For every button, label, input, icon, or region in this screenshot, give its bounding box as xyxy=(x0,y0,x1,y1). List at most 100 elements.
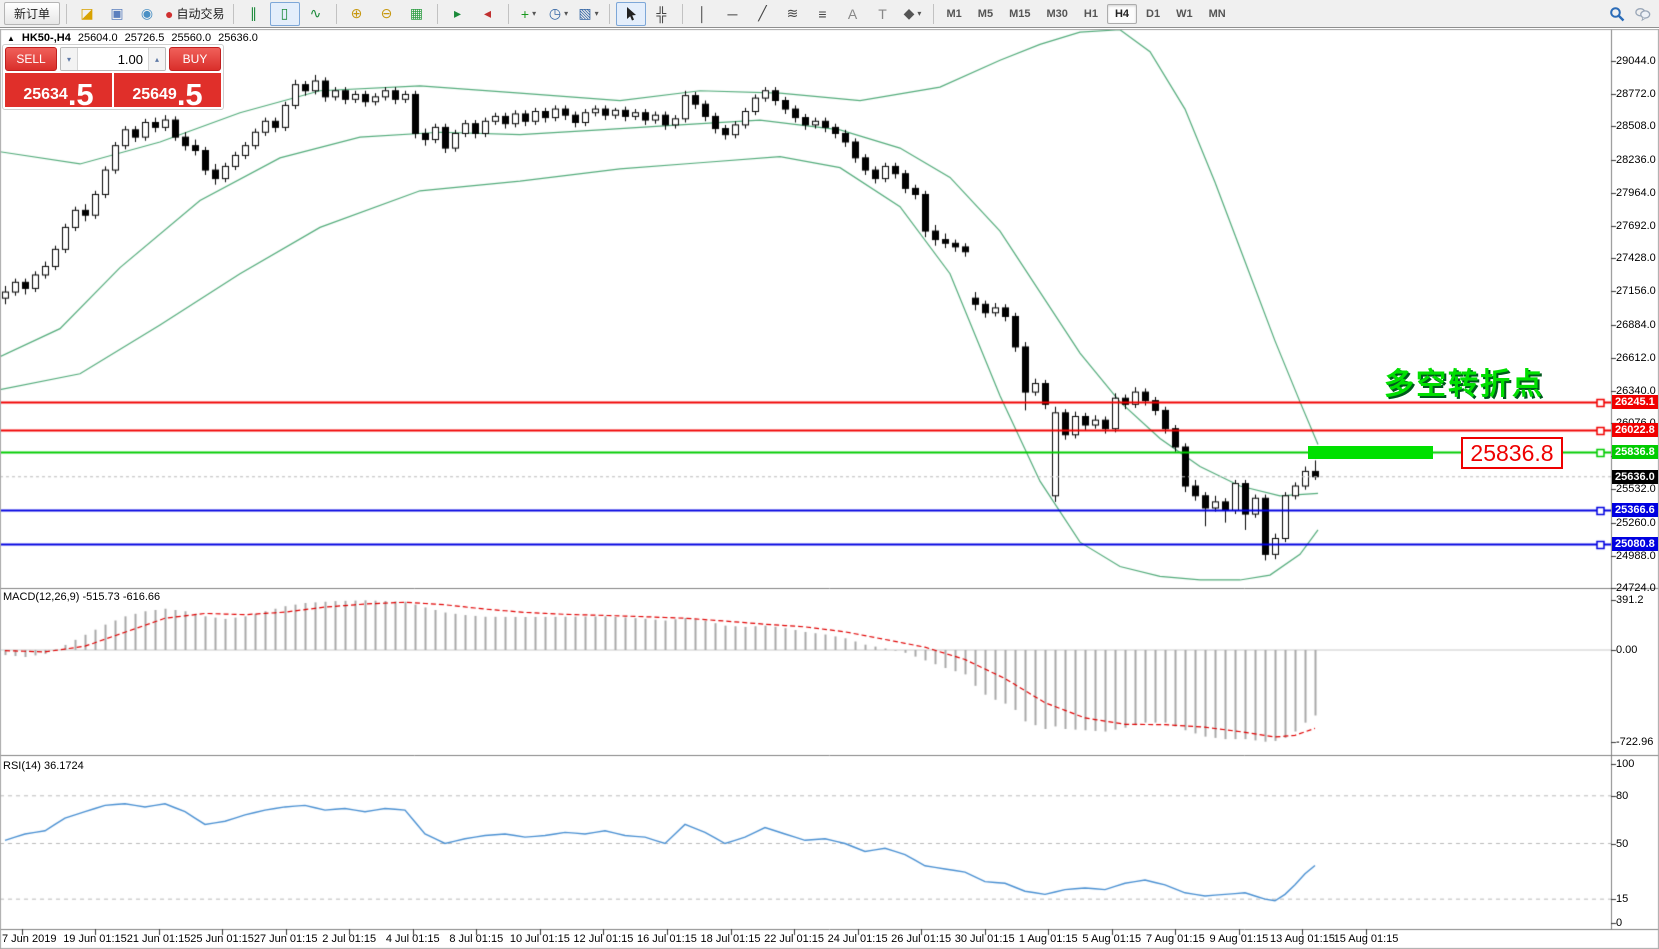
chat-icon[interactable] xyxy=(1631,3,1655,25)
toolbar-separator xyxy=(507,3,509,24)
highlight-rectangle[interactable] xyxy=(1308,446,1433,459)
equidistant-channel-icon[interactable]: ≋ xyxy=(786,5,799,21)
price-axis-label: 25260.0 xyxy=(1616,516,1656,529)
chart-area: ▲ HK50-,H4 25604.0 25726.5 25560.0 25636… xyxy=(0,29,1659,949)
price-chart-canvas[interactable] xyxy=(0,29,1659,949)
periods-icon[interactable]: ◷ ▾ xyxy=(548,5,569,21)
one-click-trading-panel: SELL ▾ ▴ BUY 25634 .5 25649 .5 xyxy=(2,44,224,110)
price-axis-label: 27156.0 xyxy=(1616,285,1656,298)
timeframe-button-h1[interactable]: H1 xyxy=(1083,7,1098,20)
buy-price-fraction: .5 xyxy=(176,76,203,112)
indicators-icon[interactable]: + ▾ xyxy=(520,5,537,22)
timeframe-button-d1[interactable]: D1 xyxy=(1146,7,1161,20)
timeframe-button-m15[interactable]: M15 xyxy=(1009,7,1031,20)
cursor-icon[interactable] xyxy=(615,1,646,26)
time-axis-label: 19 Jun 01:15 xyxy=(63,933,127,945)
time-axis-label: 2 Jul 01:15 xyxy=(322,933,377,945)
price-axis-label: 28508.0 xyxy=(1616,120,1656,133)
chart-shift-icon[interactable]: ◂ xyxy=(483,5,492,21)
text-label-icon[interactable]: T xyxy=(878,5,887,22)
new-order-button[interactable]: 新订单 xyxy=(4,2,61,25)
auto-trading-button[interactable]: ● 自动交易 xyxy=(165,5,225,22)
price-level-tag: 26022.8 xyxy=(1612,422,1658,437)
candlestick-chart-icon[interactable]: ▯ xyxy=(269,1,300,26)
price-axis-label: 27428.0 xyxy=(1616,252,1656,265)
price-axis-label: 24988.0 xyxy=(1616,549,1656,562)
volume-increase-button[interactable]: ▴ xyxy=(148,48,165,70)
price-axis-label: 26340.0 xyxy=(1616,384,1656,397)
templates-icon[interactable]: ▧ ▾ xyxy=(578,5,599,21)
buy-price-display[interactable]: 25649 .5 xyxy=(114,73,221,112)
time-axis-label: 8 Jul 01:15 xyxy=(449,933,504,945)
timeframe-button-m5[interactable]: M5 xyxy=(977,7,994,20)
price-axis-label: 25532.0 xyxy=(1616,483,1656,496)
trendline-icon[interactable]: ╱ xyxy=(758,5,767,21)
symbol-info: ▲ HK50-,H4 25604.0 25726.5 25560.0 25636… xyxy=(7,32,258,44)
zoom-out-icon[interactable]: ⊖ xyxy=(380,5,393,21)
vertical-line-icon[interactable]: │ xyxy=(698,5,707,22)
time-axis-label: 10 Jul 01:15 xyxy=(509,933,570,945)
price-level-tag: 26245.1 xyxy=(1612,395,1658,410)
bar-open-value: 25604.0 xyxy=(77,32,118,44)
horizontal-line-icon[interactable]: ─ xyxy=(727,5,738,22)
volume-input[interactable] xyxy=(78,48,148,70)
timeframe-button-mn[interactable]: MN xyxy=(1208,7,1226,20)
time-axis-label: 9 Aug 01:15 xyxy=(1209,933,1269,945)
new-chart-window-icon[interactable]: ▣ xyxy=(110,5,124,21)
timeframe-button-h4[interactable]: H4 xyxy=(1106,3,1137,24)
tile-windows-icon[interactable]: ▦ xyxy=(409,5,424,21)
macd-indicator-label: MACD(12,26,9) -515.73 -616.66 xyxy=(3,591,161,603)
collapse-panel-icon[interactable]: ▲ xyxy=(7,33,15,43)
rsi-axis-label: 15 xyxy=(1616,893,1629,906)
rsi-indicator-label: RSI(14) 36.1724 xyxy=(3,760,84,772)
price-axis-label: 28772.0 xyxy=(1616,88,1656,101)
line-chart-icon[interactable]: ∿ xyxy=(309,5,322,21)
sell-button[interactable]: SELL xyxy=(5,47,57,71)
rsi-axis-label: 100 xyxy=(1616,758,1635,770)
arrows-icon[interactable]: ◆ ▾ xyxy=(903,5,922,21)
toolbar-separator xyxy=(232,3,234,24)
current-price-tag: 25636.0 xyxy=(1612,469,1658,484)
turning-point-annotation: 多空转折点 xyxy=(1384,368,1544,401)
buy-button[interactable]: BUY xyxy=(169,47,221,71)
eraser-icon[interactable]: ◪ xyxy=(80,5,94,21)
timeframe-button-w1[interactable]: W1 xyxy=(1176,7,1193,20)
auto-scroll-icon[interactable]: ▸ xyxy=(453,5,462,21)
text-icon[interactable]: A xyxy=(847,5,858,22)
price-axis-label: 26612.0 xyxy=(1616,351,1656,364)
price-level-tag: 25836.8 xyxy=(1612,445,1658,460)
time-axis-label: 16 Jul 01:15 xyxy=(636,933,697,945)
fibonacci-icon[interactable]: ≡ xyxy=(818,5,827,22)
price-level-tag: 25080.8 xyxy=(1612,537,1658,552)
crosshair-icon[interactable]: ╬ xyxy=(656,5,667,22)
price-callout-box[interactable]: 25836.8 xyxy=(1461,437,1563,469)
broadcast-icon[interactable]: ◉ xyxy=(140,5,154,21)
time-axis-label: 22 Jul 01:15 xyxy=(764,933,825,945)
rsi-axis-label: 50 xyxy=(1616,837,1629,850)
time-axis-label: 7 Aug 01:15 xyxy=(1145,933,1205,945)
time-axis-label: 4 Jul 01:15 xyxy=(385,933,440,945)
search-icon[interactable] xyxy=(1605,3,1629,25)
time-axis-label: 7 Jun 2019 xyxy=(2,933,57,945)
toolbar: 新订单 ◪ ▣ ◉ ● 自动交易 ∥ ▯ ∿ ⊕ ⊖ ▦ ▸ ◂ + ▾ ◷ ▾ ▧ ▾ ╬ │ ─ ╱ ≋ ≡ A T ◆ ▾ M1 M5 M… xyxy=(0,0,1659,28)
macd-axis-label: 0.00 xyxy=(1616,644,1638,656)
time-axis-label: 26 Jul 01:15 xyxy=(891,933,952,945)
volume-decrease-button[interactable]: ▾ xyxy=(61,48,78,70)
time-axis-label: 21 Jun 01:15 xyxy=(126,933,191,945)
macd-axis-label: -722.96 xyxy=(1616,735,1654,748)
bar-low-value: 25560.0 xyxy=(171,32,212,44)
time-axis-label: 15 Aug 01:15 xyxy=(1333,933,1399,945)
price-axis-label: 28236.0 xyxy=(1616,153,1656,166)
bar-chart-type-icon[interactable]: ∥ xyxy=(250,5,257,21)
sell-price-display[interactable]: 25634 .5 xyxy=(5,73,112,110)
zoom-in-icon[interactable]: ⊕ xyxy=(350,5,363,21)
timeframe-button-m30[interactable]: M30 xyxy=(1046,7,1068,20)
time-axis-label: 30 Jul 01:15 xyxy=(954,933,1015,945)
rsi-axis-label: 0 xyxy=(1616,917,1623,929)
toolbar-separator xyxy=(608,3,610,24)
toolbar-separator xyxy=(436,3,438,24)
bar-high-value: 25726.5 xyxy=(124,32,165,44)
time-axis-label: 25 Jun 01:15 xyxy=(190,933,254,945)
time-axis-label: 18 Jul 01:15 xyxy=(700,933,761,945)
timeframe-button-m1[interactable]: M1 xyxy=(946,7,962,20)
